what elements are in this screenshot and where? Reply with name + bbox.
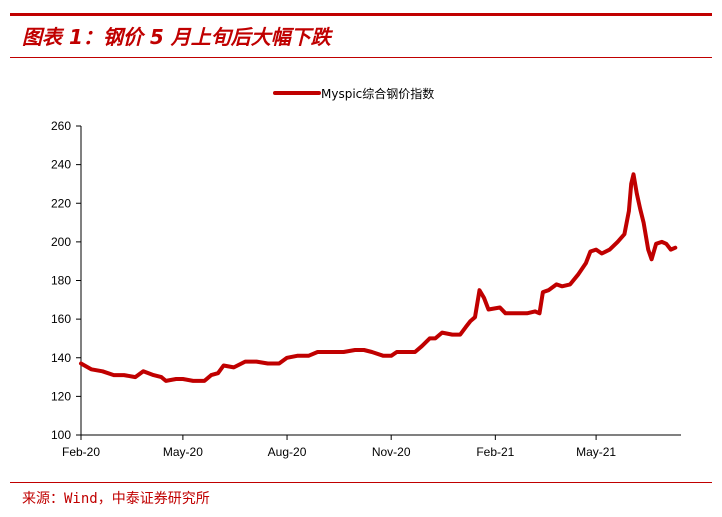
source-rule (10, 482, 712, 483)
source-note: 来源：Wind，中泰证券研究所 (22, 491, 210, 507)
legend-label: Myspic综合钢价指数 (321, 86, 434, 101)
y-tick-label: 100 (51, 428, 71, 442)
x-tick-label: Aug-20 (268, 445, 307, 459)
title-rule (10, 57, 712, 58)
line-chart: 100 120 140 160 180 200 220 240 260 Feb-20 May-20 A… (51, 86, 681, 459)
y-tick-label: 180 (51, 274, 71, 288)
x-tick-label: Feb-21 (476, 445, 514, 459)
y-tick-label: 260 (51, 119, 71, 133)
y-tick-label: 200 (51, 235, 71, 249)
y-tick-label: 240 (51, 158, 71, 172)
figure-title: 图表 1：钢价 5 月上旬后大幅下跌 (22, 25, 331, 49)
y-tick-label: 220 (51, 196, 71, 210)
x-tick-label: Nov-20 (372, 445, 411, 459)
x-tick-label: Feb-20 (62, 445, 100, 459)
y-tick-label: 140 (51, 351, 71, 365)
x-tick-label: May-21 (576, 445, 616, 459)
y-tick-label: 160 (51, 312, 71, 326)
y-tick-label: 120 (51, 389, 71, 403)
x-tick-label: May-20 (163, 445, 203, 459)
top-rule (10, 13, 712, 16)
series-line (79, 172, 678, 383)
